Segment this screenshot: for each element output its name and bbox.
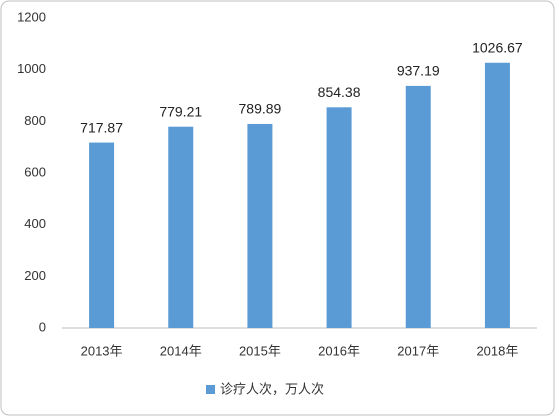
y-tick-label: 0 xyxy=(39,319,46,334)
bar xyxy=(247,123,273,328)
bar xyxy=(168,126,194,328)
x-tick-label: 2016年 xyxy=(318,343,360,358)
bar xyxy=(484,62,510,328)
y-tick-label: 400 xyxy=(24,216,46,231)
value-label: 779.21 xyxy=(159,103,202,119)
value-label: 789.89 xyxy=(239,101,282,117)
y-tick-label: 1200 xyxy=(17,9,46,24)
legend-swatch xyxy=(206,385,215,394)
x-tick-label: 2015年 xyxy=(239,343,281,358)
y-tick-label: 200 xyxy=(24,268,46,283)
x-tick-label: 2014年 xyxy=(160,343,202,358)
bar xyxy=(405,85,431,329)
bar xyxy=(326,107,352,329)
y-tick-label: 600 xyxy=(24,164,46,179)
legend-label: 诊疗人次，万人次 xyxy=(220,381,324,396)
x-tick-label: 2018年 xyxy=(476,343,518,358)
x-tick-label: 2013年 xyxy=(81,343,123,358)
y-tick-label: 800 xyxy=(24,113,46,128)
value-label: 854.38 xyxy=(318,84,361,100)
value-label: 717.87 xyxy=(80,119,123,135)
x-tick-label: 2017年 xyxy=(397,343,439,358)
y-tick-label: 1000 xyxy=(17,61,46,76)
bar xyxy=(89,142,115,328)
value-label: 1026.67 xyxy=(472,39,523,55)
value-label: 937.19 xyxy=(397,63,440,79)
